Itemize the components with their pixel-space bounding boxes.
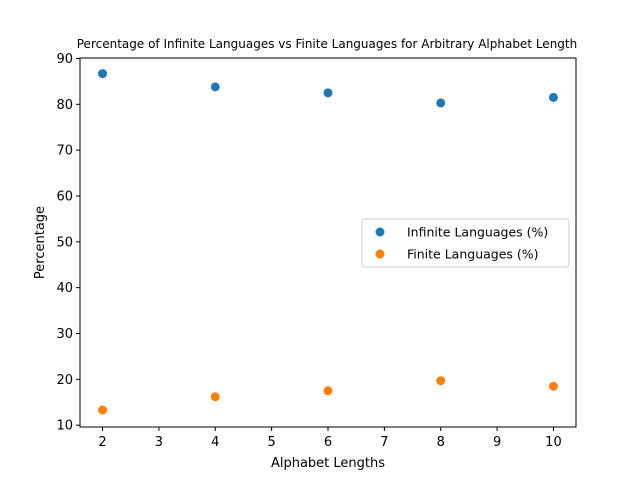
legend-marker xyxy=(375,227,385,237)
y-tick-label: 10 xyxy=(56,419,73,434)
y-axis-label: Percentage xyxy=(33,206,48,279)
y-tick-label: 50 xyxy=(56,235,73,250)
y-tick-label: 60 xyxy=(56,189,73,204)
x-tick-label: 9 xyxy=(493,435,501,450)
legend-box xyxy=(361,218,570,268)
data-point-series-2 xyxy=(436,376,446,386)
y-tick-label: 30 xyxy=(56,327,73,342)
legend-label: Finite Languages (%) xyxy=(407,247,539,262)
data-point-series-1 xyxy=(98,69,108,79)
x-tick-label: 10 xyxy=(545,435,562,450)
data-point-series-2 xyxy=(548,381,558,391)
chart-title: Percentage of Infinite Languages vs Fini… xyxy=(77,37,577,51)
x-tick-label: 8 xyxy=(437,435,445,450)
y-tick-label: 20 xyxy=(56,373,73,388)
y-tick-label: 70 xyxy=(56,144,73,159)
legend: Infinite Languages (%) Finite Languages (… xyxy=(361,218,570,268)
y-tick-label: 90 xyxy=(56,52,73,67)
legend-marker xyxy=(375,249,385,259)
x-tick-label: 6 xyxy=(324,435,332,450)
y-tick-label: 40 xyxy=(56,281,73,296)
x-tick-label: 3 xyxy=(155,435,163,450)
data-point-series-1 xyxy=(548,92,558,102)
x-tick-label: 5 xyxy=(267,435,275,450)
x-tick-label: 7 xyxy=(380,435,388,450)
data-point-series-2 xyxy=(323,386,333,396)
x-tick-label: 2 xyxy=(98,435,106,450)
x-axis-label: Alphabet Lengths xyxy=(271,456,385,471)
x-tick-label: 4 xyxy=(211,435,219,450)
data-points xyxy=(98,69,558,415)
data-point-series-2 xyxy=(98,405,108,415)
x-axis: 2 3 4 5 6 7 8 9 10 xyxy=(98,427,562,450)
legend-label: Infinite Languages (%) xyxy=(407,225,548,240)
y-tick-label: 80 xyxy=(56,98,73,113)
data-point-series-1 xyxy=(436,98,446,108)
data-point-series-2 xyxy=(210,392,220,402)
data-point-series-1 xyxy=(323,88,333,98)
y-axis: 10 20 30 40 50 60 70 80 90 xyxy=(56,52,80,434)
data-point-series-1 xyxy=(210,82,220,92)
